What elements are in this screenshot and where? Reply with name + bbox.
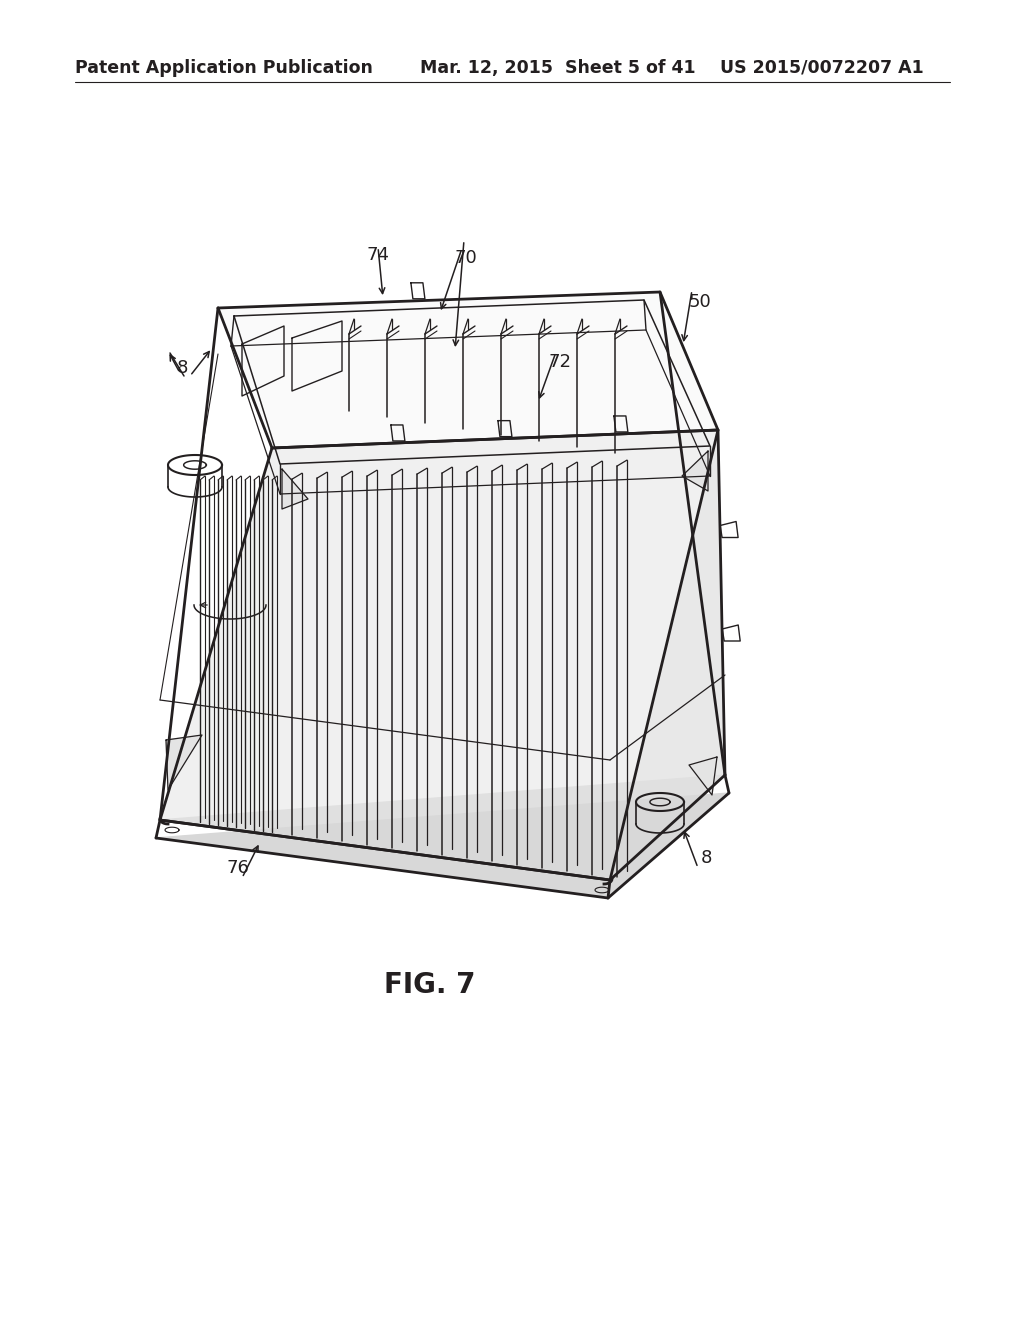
Polygon shape <box>689 756 717 795</box>
Text: 50: 50 <box>688 293 712 312</box>
Text: 76: 76 <box>226 859 250 876</box>
Polygon shape <box>218 292 718 447</box>
Text: Patent Application Publication: Patent Application Publication <box>75 59 373 77</box>
Text: 72: 72 <box>549 352 571 371</box>
Text: 8: 8 <box>700 849 712 867</box>
Text: 8: 8 <box>176 359 187 378</box>
Text: US 2015/0072207 A1: US 2015/0072207 A1 <box>720 59 924 77</box>
Polygon shape <box>166 735 202 789</box>
Polygon shape <box>610 430 725 880</box>
Text: FIG. 7: FIG. 7 <box>384 972 476 999</box>
Text: 74: 74 <box>367 246 389 264</box>
Polygon shape <box>282 469 308 510</box>
Polygon shape <box>160 430 718 880</box>
Polygon shape <box>160 775 725 880</box>
Polygon shape <box>682 451 708 491</box>
Text: Mar. 12, 2015  Sheet 5 of 41: Mar. 12, 2015 Sheet 5 of 41 <box>420 59 695 77</box>
Polygon shape <box>156 793 729 898</box>
Text: 70: 70 <box>455 249 477 267</box>
